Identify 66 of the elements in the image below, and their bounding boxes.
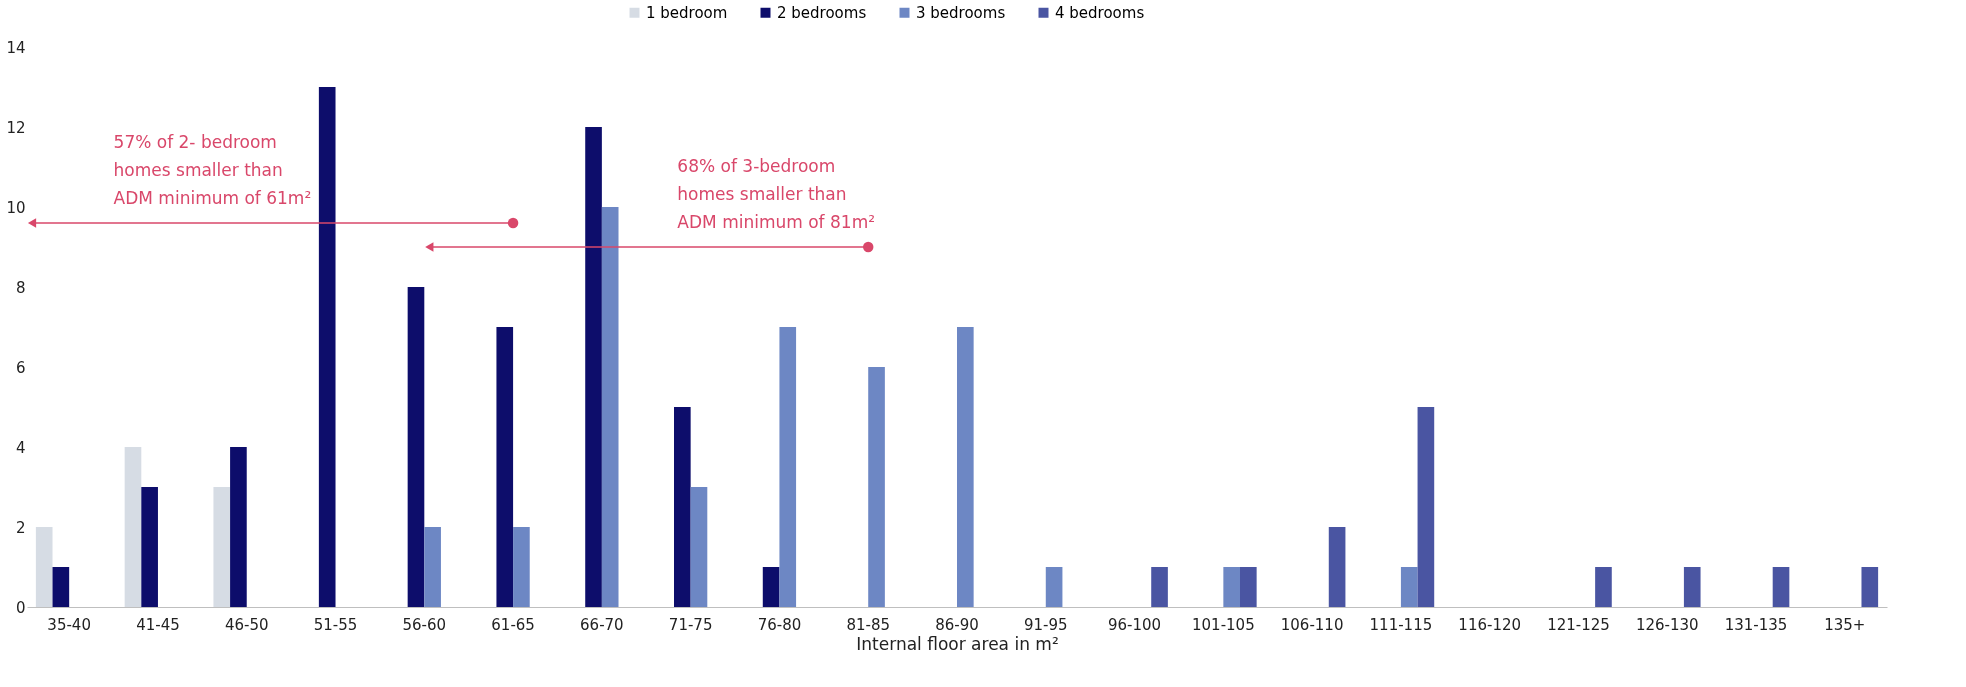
y-tick-label: 2 (15, 518, 26, 537)
bar (674, 407, 691, 607)
x-tick-label: 126-130 (1635, 615, 1699, 634)
bar (1417, 407, 1435, 607)
bar (52, 567, 70, 607)
y-tick-label: 12 (6, 118, 26, 137)
x-tick-label: 86-90 (935, 615, 979, 634)
x-tick-label: 135+ (1824, 615, 1866, 634)
legend-label: 2 bedrooms (777, 3, 867, 22)
x-tick-label: 96-100 (1108, 615, 1162, 634)
bar (690, 487, 708, 607)
x-tick-label: 101-105 (1192, 615, 1255, 634)
bar (1861, 567, 1879, 607)
bar (1151, 567, 1168, 607)
bar (1400, 567, 1418, 607)
bar (424, 527, 441, 607)
bar (1045, 567, 1063, 607)
legend-label: 3 bedrooms (916, 3, 1006, 22)
bar (1223, 567, 1240, 607)
x-tick-label: 106-110 (1280, 615, 1344, 634)
y-tick-label: 4 (15, 438, 26, 457)
x-tick-label: 111-115 (1369, 615, 1433, 634)
bar (1683, 567, 1701, 607)
bar (496, 327, 514, 607)
bar (762, 567, 780, 607)
bar (513, 527, 530, 607)
legend-label: 1 bedroom (646, 3, 728, 22)
x-tick-label: 81-85 (846, 615, 891, 634)
y-tick-label: 14 (6, 38, 26, 57)
x-tick-label: 131-135 (1724, 615, 1788, 634)
x-tick-label: 35-40 (47, 615, 91, 634)
bar (601, 207, 619, 607)
bar (141, 487, 158, 607)
x-axis-title: Internal floor area in m² (856, 633, 1059, 654)
annotation: 57% of 2- bedroom homes smaller than ADM minimum of 61m² (113, 132, 312, 208)
x-tick-label: 46-50 (224, 615, 269, 634)
x-tick-label: 66-70 (580, 615, 624, 634)
bar (957, 327, 974, 607)
bar (213, 487, 231, 607)
y-tick-label: 0 (15, 598, 26, 617)
y-tick-label: 10 (6, 198, 26, 217)
bar (585, 127, 602, 607)
bar (1240, 567, 1257, 607)
bar (779, 327, 797, 607)
bar (407, 287, 425, 607)
x-tick-label: 76-80 (757, 615, 802, 634)
bar (318, 87, 336, 607)
bar (35, 527, 53, 607)
legend-label: 4 bedrooms (1055, 3, 1145, 22)
y-tick-label: 8 (15, 278, 26, 297)
bar (868, 367, 885, 607)
bar (1595, 567, 1612, 607)
x-tick-label: 121-125 (1547, 615, 1610, 634)
x-tick-label: 41-45 (136, 615, 180, 634)
annotation: 68% of 3-bedroom homes smaller than ADM minimum of 81m² (677, 156, 876, 232)
bar (1772, 567, 1790, 607)
bar (230, 447, 247, 607)
bar (124, 447, 142, 607)
y-tick-label: 6 (15, 358, 26, 377)
x-tick-label: 116-120 (1458, 615, 1522, 634)
bar (1328, 527, 1346, 607)
x-tick-label: 51-55 (313, 615, 358, 634)
x-tick-label: 56-60 (402, 615, 447, 634)
x-tick-label: 61-65 (491, 615, 535, 634)
x-tick-label: 71-75 (668, 615, 713, 634)
x-tick-label: 91-95 (1023, 615, 1068, 634)
